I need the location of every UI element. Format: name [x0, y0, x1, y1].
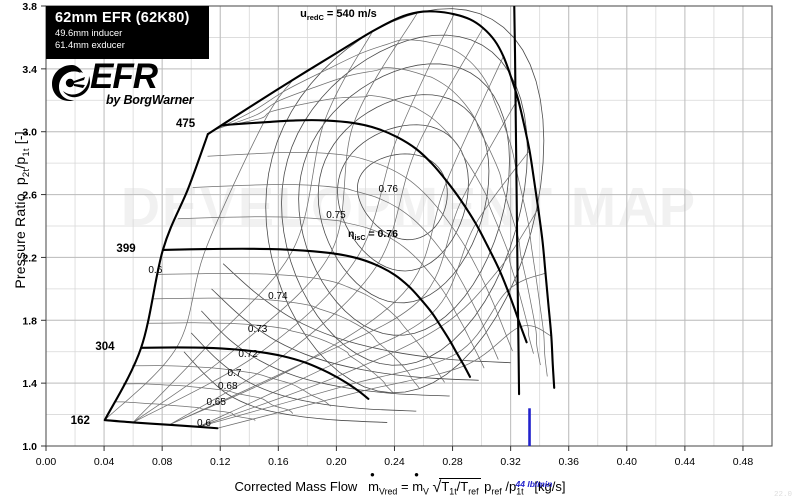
svg-text:1.0: 1.0 [22, 441, 37, 453]
svg-text:0.40: 0.40 [617, 456, 638, 468]
efr-logo: EFR by BorgWarner [48, 57, 213, 108]
svg-text:2.6: 2.6 [22, 190, 37, 202]
speed-label-304: 304 [95, 340, 115, 353]
y-axis-title-text: Pressure Ratio [12, 193, 29, 289]
title-box: 62mm EFR (62K80) 49.6mm inducer 61.4mm e… [46, 6, 209, 59]
x-axis-title-text: Corrected Mass Flow [234, 479, 358, 494]
svg-text:0.36: 0.36 [559, 456, 580, 468]
svg-text:0.12: 0.12 [210, 456, 231, 468]
x-axis-mvred: m [368, 468, 379, 494]
svg-text:3.0: 3.0 [22, 127, 37, 139]
x-axis-p1t: p [508, 479, 517, 494]
logo-brand: EFR [90, 57, 158, 96]
efficiency-label-3: 0.68 [218, 380, 238, 392]
x-tick-labels: 0.00 0.04 0.08 0.12 0.16 0.20 0.24 0.28 0.32 0.36… [36, 456, 754, 468]
efficiency-label-0: 0.6 [148, 265, 163, 277]
u-red-subscript: redC [306, 12, 324, 22]
x-axis-title: Corrected Mass Flow mVred = mV √T1t/Tref… [0, 468, 800, 497]
x-axis-unit: [kg/s] [534, 479, 566, 494]
exducer-spec: 61.4mm exducer [55, 39, 125, 50]
y-axis-unit: [-] [12, 131, 29, 145]
speed-lines [103, 6, 556, 430]
efficiency-label-6: 0.73 [247, 324, 268, 336]
y-axis-p2t: p [12, 177, 29, 186]
svg-text:0.28: 0.28 [442, 456, 463, 468]
x-axis-equals: = [400, 479, 409, 494]
watermark: DEVELOPMENT MAP [121, 177, 697, 237]
model-title: 62mm EFR (62K80) [55, 10, 190, 26]
efficiency-label-5: 0.72 [238, 348, 258, 360]
u-red-value: = 540 m/s [326, 7, 377, 20]
speed-label-399: 399 [116, 243, 136, 256]
svg-text:0.44: 0.44 [675, 456, 696, 468]
efficiency-label-1: 0.6 [197, 417, 211, 429]
efficiency-label-7: 0.74 [268, 290, 288, 302]
efficiency-label-4: 0.7 [227, 367, 242, 379]
eta-symbol: η [348, 227, 355, 240]
eta-subscript: isC [354, 233, 366, 242]
eta-value: = 0.76 [368, 227, 398, 240]
inducer-spec: 49.6mm inducer [55, 27, 123, 38]
svg-text:0.24: 0.24 [384, 456, 405, 468]
u-red-annotation: uredC = 540 m/s [300, 8, 377, 22]
svg-text:0.20: 0.20 [326, 456, 347, 468]
svg-text:DEVELOPMENT MAP: DEVELOPMENT MAP [121, 177, 697, 237]
svg-text:0.16: 0.16 [268, 456, 289, 468]
speed-label-162: 162 [70, 414, 90, 427]
svg-text:3.8: 3.8 [22, 1, 37, 13]
flow-marker-label: 44 lb/min [515, 479, 553, 489]
speed-label-475: 475 [175, 117, 196, 130]
svg-text:1.4: 1.4 [22, 378, 37, 390]
efficiency-label-9: 0.76 [378, 184, 398, 196]
svg-text:0.48: 0.48 [733, 456, 754, 468]
svg-text:2.2: 2.2 [22, 252, 37, 264]
y-axis-slash: / [12, 164, 29, 169]
plot-frame [45, 5, 773, 447]
svg-text:0.08: 0.08 [152, 456, 173, 468]
svg-text:0.00: 0.00 [36, 456, 57, 468]
efficiency-label-2: 0.65 [206, 397, 226, 409]
svg-text:3.4: 3.4 [22, 64, 37, 76]
x-axis-sqrt-content: T1t/Tref [439, 478, 481, 497]
y-axis-title: Pressure Ratio p2t/p1t [-] [12, 110, 32, 310]
svg-text:0.32: 0.32 [500, 456, 521, 468]
u-red-symbol: u [300, 7, 307, 20]
axis-ticks [41, 5, 744, 451]
svg-text:1.8: 1.8 [22, 315, 37, 327]
turbine-swirl-icon [52, 65, 90, 101]
x-axis-mvred-sub: Vred [379, 486, 398, 497]
sqrt-icon: √ [432, 479, 442, 496]
x-axis-mv: m [412, 468, 423, 494]
y-axis-sub-2t: 2t [20, 168, 32, 178]
efficiency-label-8: 0.75 [326, 210, 346, 222]
x-axis-mv-sub: V [423, 486, 429, 497]
y-axis-p1t: p [12, 156, 29, 165]
eta-annotation: ηisC = 0.76 [348, 228, 398, 242]
svg-text:0.04: 0.04 [94, 456, 115, 468]
logo-byline: by BorgWarner [106, 93, 194, 107]
y-axis-sub-1t: 1t [20, 148, 32, 157]
y-tick-labels: 1.0 1.4 1.8 2.2 2.6 3.0 3.4 3.8 [22, 1, 37, 453]
corner-note: 22.0 [773, 491, 792, 499]
x-axis-pref: p [484, 479, 492, 494]
